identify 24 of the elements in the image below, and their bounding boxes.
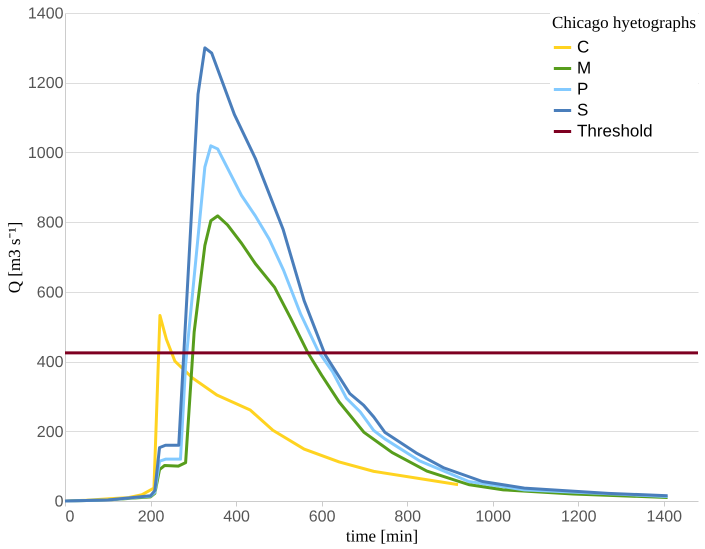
y-tick-label: 0 bbox=[54, 494, 64, 510]
legend-label: P bbox=[577, 80, 588, 98]
y-axis-title: Q [m3 s⁻¹] bbox=[4, 222, 24, 294]
x-tick-label: 0 bbox=[66, 508, 74, 526]
x-tick-label: 600 bbox=[308, 508, 336, 526]
y-tick-label: 1200 bbox=[28, 75, 64, 92]
x-tick-label: 200 bbox=[138, 508, 164, 526]
x-tick-label: 1200 bbox=[560, 508, 597, 526]
legend-label: M bbox=[577, 58, 592, 78]
y-tick-label: 1000 bbox=[28, 144, 64, 162]
legend-title: Chicago hyetographs bbox=[552, 13, 696, 32]
legend-label: S bbox=[577, 100, 588, 120]
x-tick-label: 1000 bbox=[475, 508, 512, 526]
y-tick-label: 800 bbox=[36, 214, 64, 232]
y-tick-label: 600 bbox=[36, 284, 64, 302]
x-tick-label: 400 bbox=[223, 508, 250, 526]
y-tick-label: 1400 bbox=[28, 6, 64, 22]
x-axis-title: time [min] bbox=[346, 526, 418, 546]
legend-label: Threshold bbox=[577, 122, 653, 140]
y-tick-label: 200 bbox=[36, 424, 64, 441]
x-tick-label: 800 bbox=[394, 508, 422, 526]
x-tick-label: 1400 bbox=[646, 508, 682, 526]
legend-label: C bbox=[577, 38, 590, 56]
y-tick-label: 400 bbox=[36, 354, 64, 372]
